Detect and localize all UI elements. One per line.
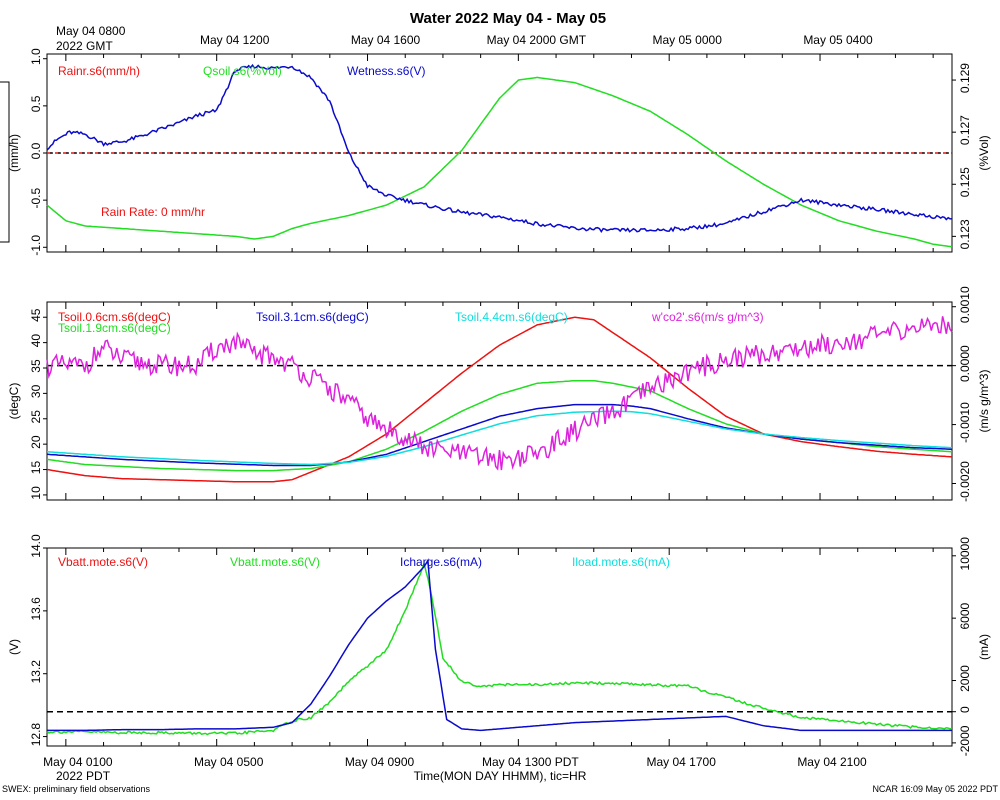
water-series-line-1 <box>46 76 953 248</box>
bottom-axis-label: May 04 0900 <box>345 755 415 769</box>
bottom-axis-label: May 04 0500 <box>194 755 264 769</box>
temperature-series-line-0 <box>46 316 953 483</box>
top-axis-label: May 04 2000 GMT <box>487 33 587 47</box>
bottom-axis-year-label: 2022 PDT <box>56 769 111 783</box>
power-legend-1: Vbatt.mote.s6(V) <box>230 555 320 569</box>
temperature-series-line-4 <box>46 316 953 471</box>
water-left-axis-label: (mm/h) <box>7 134 21 172</box>
temperature-left-axis-label: (degC) <box>7 383 21 420</box>
power-legend-0: Vbatt.mote.s6(V) <box>58 555 148 569</box>
temperature-left-tick-label: 25 <box>29 410 43 424</box>
water-left-tick-label: 1.0 <box>29 48 43 65</box>
power-left-tick-label: 12.8 <box>29 723 43 747</box>
temperature-left-tick-label: 30 <box>29 384 43 398</box>
bottom-axis-label: May 04 1700 <box>646 755 716 769</box>
water-left-tick-label: 0.0 <box>29 142 43 159</box>
water-series-line-2 <box>46 63 953 234</box>
temperature-legend-4: w'co2'.s6(m/s g/m^3) <box>651 310 764 324</box>
top-axis-first-label-line1: May 04 0800 <box>56 24 126 38</box>
water-right-axis-label: (%Vol) <box>977 135 991 170</box>
water-right-tick-label: 0.125 <box>958 167 972 197</box>
bottom-axis-label: May 04 1300 PDT <box>482 755 579 769</box>
power-left-tick-label: 13.6 <box>29 597 43 621</box>
top-axis-label: May 04 1200 <box>200 33 270 47</box>
top-axis-first-label-line2: 2022 GMT <box>56 39 113 53</box>
water-left-tick-label: -1.0 <box>29 235 43 256</box>
top-axis-label: May 05 0400 <box>803 33 873 47</box>
power-left-axis-label: (V) <box>7 639 21 655</box>
power-right-axis-label: (mA) <box>977 634 991 660</box>
power-series-line-2 <box>47 558 952 732</box>
bottom-axis-label: May 04 2100 <box>797 755 867 769</box>
temperature-left-tick-label: 15 <box>29 461 43 475</box>
water-legend-1: Qsoil.s6(%Vol) <box>203 64 282 78</box>
chart-title: Water 2022 May 04 - May 05 <box>410 10 606 27</box>
temperature-series-line-2 <box>46 403 952 467</box>
bottom-axis-label: May 04 0100 <box>43 755 113 769</box>
water-right-tick-label: 0.129 <box>958 63 972 93</box>
footer-right: NCAR 16:09 May 05 2022 PDT <box>872 784 998 794</box>
water-left-tick-label: -0.5 <box>29 187 43 208</box>
water-legend-2: Wetness.s6(V) <box>347 64 425 78</box>
temperature-right-tick-label: 0.0000 <box>958 345 972 382</box>
panel-temperature: 10 15 20 25 30 35 40 45 (degC) 0.0010 0.0000 -0.001… <box>7 286 991 502</box>
power-series-line-1 <box>46 560 953 736</box>
panel-water: 1.0 0.5 0.0 -0.5 -1.0 (mm/h) 0.129 0.127 0.125 0.… <box>7 48 991 256</box>
temperature-left-tick-label: 35 <box>29 359 43 373</box>
temperature-series-line-3 <box>46 410 953 466</box>
temperature-legend-3: Tsoil.4.4cm.s6(degC) <box>455 310 568 324</box>
power-legend-2: Icharge.s6(mA) <box>400 555 482 569</box>
left-edge-box <box>0 81 10 243</box>
power-right-tick-label: 0 <box>958 706 972 713</box>
temperature-left-tick-label: 45 <box>29 308 43 322</box>
top-axis-labels: May 04 1200 May 04 1600 May 04 2000 GMT May… <box>200 33 873 47</box>
power-frame <box>46 547 953 747</box>
bottom-axis-caption: Time(MON DAY HHMM), tic=HR <box>414 769 587 783</box>
temperature-legend-1: Tsoil.1.9cm.s6(degC) <box>58 321 171 335</box>
power-right-tick-label: 2000 <box>958 665 972 692</box>
water-right-tick-label: 0.123 <box>958 219 972 249</box>
temperature-right-tick-label: -0.0010 <box>958 402 972 443</box>
temperature-right-tick-label: -0.0020 <box>958 461 972 502</box>
temperature-frame <box>46 301 953 501</box>
temperature-right-axis-label: (m/s g/m^3) <box>977 370 991 433</box>
water-left-tick-label: 0.5 <box>29 95 43 112</box>
temperature-legend-2: Tsoil.3.1cm.s6(degC) <box>256 310 369 324</box>
power-right-tick-label: -2000 <box>958 725 972 756</box>
water-right-tick-label: 0.127 <box>958 115 972 145</box>
top-axis-label: May 04 1600 <box>351 33 421 47</box>
rain-rate-annotation: Rain Rate: 0 mm/hr <box>101 205 205 219</box>
water-legend-0: Rainr.s6(mm/h) <box>58 64 140 78</box>
footer-left: SWEX: preliminary field observations <box>2 784 151 794</box>
power-legend-3: Iload.mote.s6(mA) <box>572 555 670 569</box>
top-axis-label: May 05 0000 <box>652 33 722 47</box>
bottom-axis-labels: May 04 0100 May 04 0500 May 04 0900 May 04 … <box>43 755 867 769</box>
power-right-tick-label: 6000 <box>958 602 972 629</box>
temperature-left-tick-label: 10 <box>29 486 43 500</box>
panel-power: 12.8 13.2 13.6 14.0 (V) 10000 6000 2000 0 -2000 (m… <box>7 534 991 756</box>
temperature-left-tick-label: 40 <box>29 334 43 348</box>
temperature-left-tick-label: 20 <box>29 435 43 449</box>
power-left-tick-label: 14.0 <box>29 534 43 558</box>
power-left-tick-label: 13.2 <box>29 660 43 684</box>
temperature-legend-0: Tsoil.0.6cm.s6(degC) <box>58 310 171 324</box>
power-right-tick-label: 10000 <box>958 537 972 571</box>
temperature-right-tick-label: 0.0010 <box>958 286 972 323</box>
